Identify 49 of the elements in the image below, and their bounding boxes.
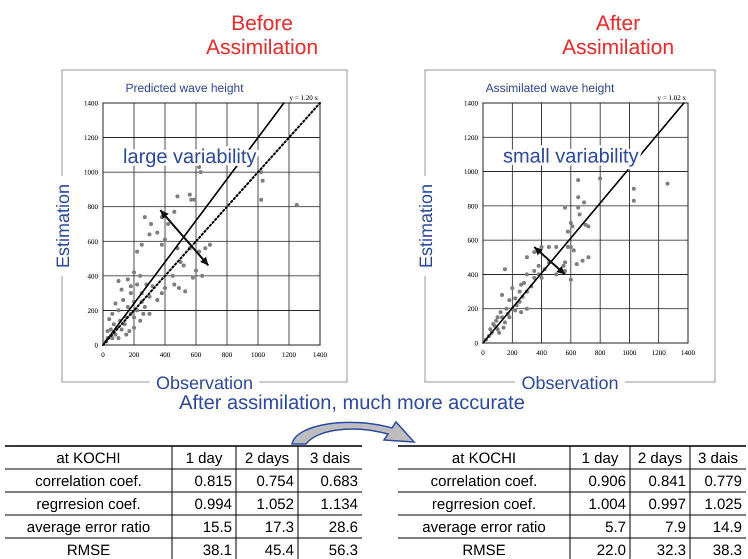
text: 28.6 <box>328 519 358 536</box>
text: 0.997 <box>648 496 686 513</box>
text: 32.3 <box>656 542 686 559</box>
text: 0.994 <box>194 496 232 513</box>
text: 0.906 <box>588 473 626 490</box>
text: 0.841 <box>648 473 686 490</box>
category-label: 3 dais <box>698 450 738 467</box>
text: 0.683 <box>320 473 358 490</box>
chart-title: After Assimilation <box>562 12 674 59</box>
text: 7.9 <box>665 519 686 536</box>
text: 1.134 <box>320 496 358 513</box>
y-axis-title: Estimation <box>416 184 436 268</box>
category-label: 2 days <box>244 450 290 467</box>
category-label: 1 day <box>582 450 619 467</box>
text: 17.3 <box>264 519 294 536</box>
y-axis-title: Estimation <box>53 184 73 268</box>
category-label: correlation coef. <box>430 473 538 490</box>
text: 1.025 <box>704 496 742 513</box>
text: 45.4 <box>264 542 294 559</box>
category-label: 1 day <box>186 450 223 467</box>
category-label: average error ratio <box>26 519 150 536</box>
category-label: 3 dais <box>310 450 350 467</box>
text: 0.815 <box>194 473 232 490</box>
category-label: RMSE <box>66 542 110 559</box>
text: at KOCHI <box>56 450 121 467</box>
text: 22.0 <box>596 542 626 559</box>
text: 14.9 <box>712 519 742 536</box>
chart-subtitle: Assimilated wave height <box>486 81 616 95</box>
text: 38.1 <box>202 542 232 559</box>
text: After assimilation, much more accurate <box>179 392 525 414</box>
x-axis-title: Observation <box>521 373 619 393</box>
category-label: average error ratio <box>422 519 546 536</box>
text: 0.779 <box>704 473 742 490</box>
text: 5.7 <box>605 519 626 536</box>
category-label: 2 days <box>638 450 682 467</box>
category-label: correlation coef. <box>35 473 142 490</box>
text: 38.3 <box>712 542 742 559</box>
chart-title: Before Assimilation <box>206 12 318 59</box>
text: at KOCHI <box>452 450 516 467</box>
text: 0.754 <box>256 473 294 490</box>
category-label: RMSE <box>462 542 506 559</box>
text: 15.5 <box>202 519 232 536</box>
category-label: regrresion coef. <box>432 496 536 513</box>
x-axis-title: Observation <box>156 373 254 393</box>
chart-subtitle: Predicted wave height <box>125 81 244 95</box>
text: 1.052 <box>256 496 294 513</box>
text: 1.004 <box>588 496 626 513</box>
text: 56.3 <box>328 542 358 559</box>
category-label: regrresion coef. <box>36 496 141 513</box>
